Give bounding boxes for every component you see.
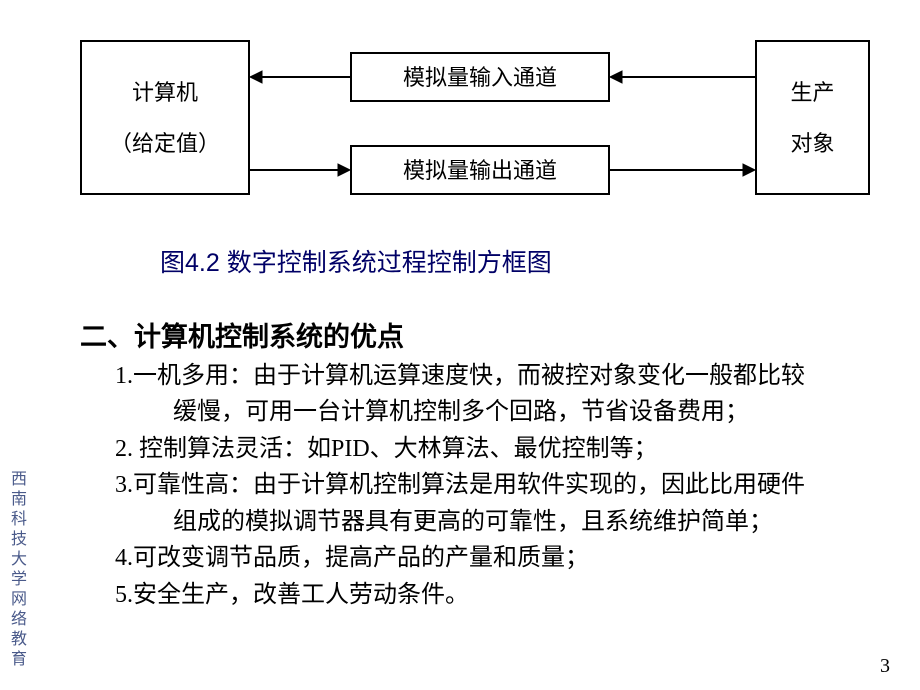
- node-analog-out-label: 模拟量输出通道: [403, 154, 557, 187]
- figure-caption: 图4.2 数字控制系统过程控制方框图: [160, 243, 552, 279]
- node-computer-line2: （给定值）: [110, 127, 220, 160]
- point-1: 1.一机多用：由于计算机运算速度快，而被控对象变化一般都比较: [115, 358, 885, 394]
- node-plant: 生产 对象: [755, 40, 870, 195]
- point-2: 2. 控制算法灵活：如PID、大林算法、最优控制等；: [115, 431, 885, 467]
- node-computer-line1: 计算机: [132, 76, 198, 109]
- node-plant-line1: 生产: [790, 76, 834, 109]
- node-analog-in: 模拟量输入通道: [350, 52, 610, 102]
- node-analog-out: 模拟量输出通道: [350, 145, 610, 195]
- point-5: 5.安全生产，改善工人劳动条件。: [115, 577, 885, 613]
- node-analog-in-label: 模拟量输入通道: [403, 61, 557, 94]
- block-diagram: 计算机 （给定值） 模拟量输入通道 模拟量输出通道 生产 对象: [80, 30, 870, 210]
- node-plant-line2: 对象: [790, 127, 834, 160]
- point-1-cont: 缓慢，可用一台计算机控制多个回路，节省设备费用；: [115, 394, 885, 430]
- watermark-sidebar: 西南科技大学网络教育: [10, 470, 28, 670]
- point-4: 4.可改变调节品质，提高产品的产量和质量；: [115, 540, 885, 576]
- page-number: 3: [880, 655, 890, 678]
- point-3-cont: 组成的模拟调节器具有更高的可靠性，且系统维护简单；: [115, 504, 885, 540]
- section-heading: 二、计算机控制系统的优点: [80, 315, 404, 354]
- points-list: 1.一机多用：由于计算机运算速度快，而被控对象变化一般都比较 缓慢，可用一台计算…: [115, 358, 885, 613]
- node-computer: 计算机 （给定值）: [80, 40, 250, 195]
- point-3: 3.可靠性高：由于计算机控制算法是用软件实现的，因此比用硬件: [115, 467, 885, 503]
